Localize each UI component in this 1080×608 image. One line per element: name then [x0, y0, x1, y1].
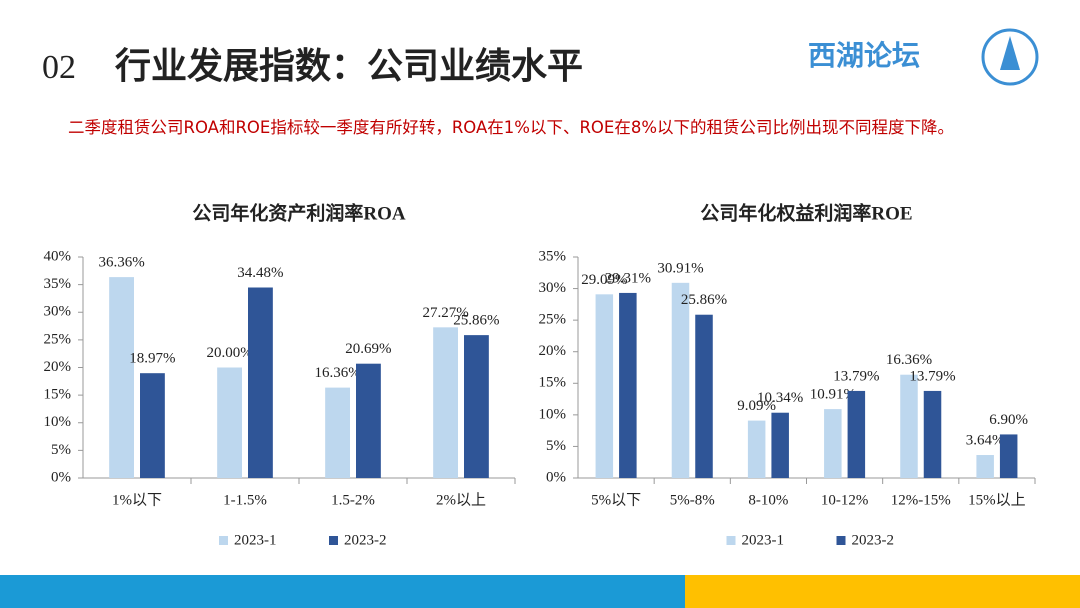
y-tick-label: 0%: [51, 469, 71, 485]
data-label: 25.86%: [453, 313, 499, 329]
data-label: 29.09%: [581, 272, 627, 288]
y-tick-label: 30%: [44, 304, 72, 320]
data-label: 27.27%: [422, 305, 468, 321]
data-label: 16.36%: [314, 365, 360, 381]
bar: [595, 294, 614, 478]
bar: [824, 409, 842, 478]
y-tick-label: 35%: [44, 276, 72, 292]
data-label: 16.36%: [886, 352, 932, 368]
y-tick-label: 30%: [539, 280, 567, 296]
x-tick-label: 12%-15%: [891, 492, 951, 508]
x-tick-label: 8-10%: [748, 492, 788, 508]
bar: [433, 327, 458, 478]
y-tick-label: 15%: [539, 375, 567, 391]
logo-text: 西湖论坛: [808, 39, 920, 72]
bar: [356, 363, 381, 478]
data-label: 6.90%: [989, 412, 1028, 428]
x-tick-label: 1.5-2%: [331, 492, 375, 508]
legend-swatch: [836, 536, 846, 545]
y-tick-label: 35%: [539, 248, 567, 264]
bar: [976, 455, 994, 478]
y-tick-label: 5%: [546, 438, 566, 454]
data-label: 20.69%: [345, 341, 391, 357]
legend-swatch: [329, 536, 338, 545]
legend-label: 2023-1: [234, 532, 277, 548]
data-label: 30.91%: [657, 260, 703, 276]
legend-label: 2023-1: [742, 532, 785, 548]
bar: [695, 314, 713, 478]
y-tick-label: 25%: [44, 331, 72, 347]
legend-label: 2023-2: [852, 532, 895, 548]
chart-title: 公司年化权益利润率ROE: [700, 201, 912, 224]
footer-stripe-blue: [0, 575, 685, 608]
data-label: 9.09%: [737, 398, 776, 414]
data-label: 29.31%: [605, 270, 651, 286]
summary-note: 二季度租赁公司ROA和ROE指标较一季度有所好转，ROA在1%以下、ROE在8%…: [68, 118, 955, 137]
logo-emblem-shape: [1000, 36, 1020, 70]
x-tick-label: 5%以下: [591, 492, 641, 508]
y-tick-label: 40%: [44, 248, 72, 264]
section-number: 02: [42, 49, 76, 86]
bar: [248, 287, 273, 478]
data-label: 25.86%: [681, 292, 727, 308]
x-tick-label: 1%以下: [112, 492, 162, 508]
data-label: 3.64%: [966, 432, 1005, 448]
chart-title: 公司年化资产利润率ROA: [192, 201, 406, 224]
y-tick-label: 10%: [44, 414, 72, 430]
data-label: 10.34%: [757, 390, 803, 406]
data-label: 13.79%: [909, 368, 955, 384]
bar: [900, 374, 918, 478]
data-label: 18.97%: [129, 351, 175, 367]
bar: [619, 292, 637, 478]
bar: [923, 390, 942, 478]
y-tick-label: 10%: [539, 406, 567, 422]
bar: [140, 373, 165, 478]
y-tick-label: 15%: [44, 387, 72, 403]
bar: [847, 390, 866, 478]
bar: [464, 335, 489, 478]
bar: [325, 387, 350, 478]
y-tick-label: 0%: [546, 469, 566, 485]
y-tick-label: 25%: [539, 312, 567, 328]
x-tick-label: 1-1.5%: [223, 492, 267, 508]
x-tick-label: 15%以上: [968, 491, 1026, 508]
y-tick-label: 20%: [44, 359, 72, 375]
data-label: 34.48%: [237, 265, 283, 281]
y-tick-label: 5%: [51, 442, 71, 458]
x-tick-label: 5%-8%: [670, 492, 715, 508]
x-tick-label: 2%以上: [436, 491, 486, 508]
bar: [747, 420, 766, 478]
bar: [671, 282, 690, 478]
data-label: 13.79%: [833, 368, 879, 384]
data-label: 10.91%: [810, 387, 856, 403]
legend-label: 2023-2: [344, 532, 387, 548]
x-tick-label: 10-12%: [821, 492, 869, 508]
bar: [771, 412, 789, 478]
y-tick-label: 20%: [539, 343, 567, 359]
data-label: 20.00%: [206, 345, 252, 361]
bar: [999, 434, 1018, 478]
footer-stripe-yellow: [685, 575, 1080, 608]
bar: [109, 277, 134, 478]
data-label: 36.36%: [98, 255, 144, 271]
bar: [217, 367, 242, 478]
slide-title: 行业发展指数：公司业绩水平: [115, 46, 583, 87]
legend-swatch: [219, 536, 228, 545]
legend-swatch: [726, 536, 736, 545]
